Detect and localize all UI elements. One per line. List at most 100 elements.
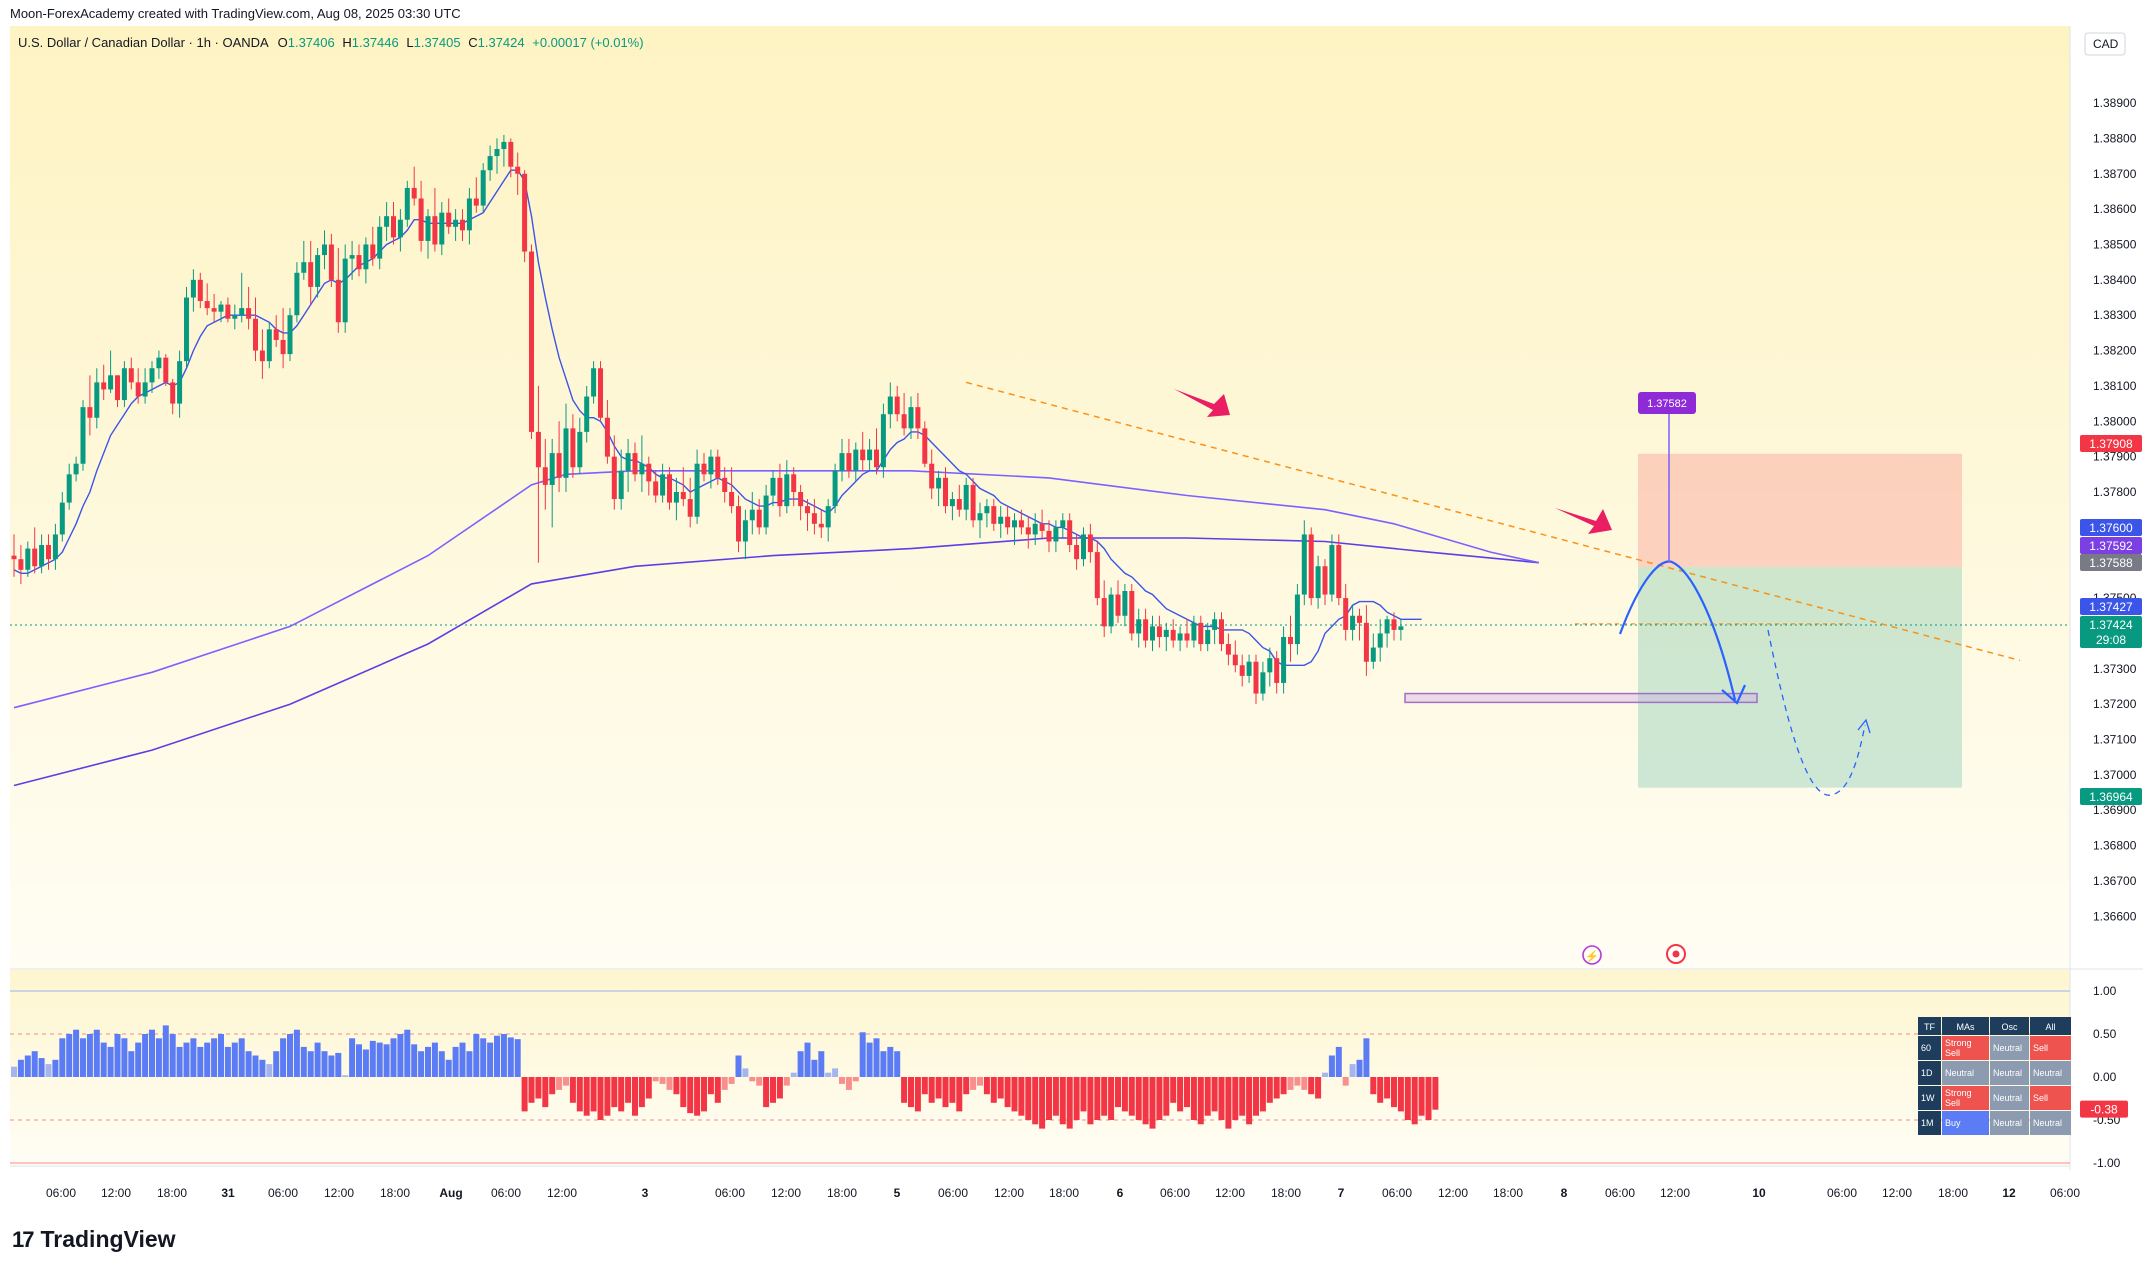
candle[interactable] [653,470,659,503]
candle[interactable] [197,272,203,309]
candle[interactable] [549,438,555,528]
candle[interactable] [1225,633,1231,666]
price-label-entry[interactable]: 1.37588 [2080,554,2142,571]
candle[interactable] [1074,534,1080,570]
candle[interactable] [1108,587,1114,634]
candle[interactable] [880,403,886,478]
candle[interactable] [1156,615,1162,648]
candle[interactable] [170,378,176,415]
candle[interactable] [142,368,148,404]
candle[interactable] [1081,527,1086,567]
candle[interactable] [225,297,231,323]
candle[interactable] [356,244,362,277]
candle[interactable] [742,509,748,560]
projection-dashed-curve[interactable] [1767,629,1866,796]
candle[interactable] [908,396,914,439]
candle[interactable] [121,361,127,408]
candle[interactable] [163,354,169,386]
candle[interactable] [563,403,569,492]
candle[interactable] [308,240,314,305]
candle[interactable] [701,453,707,482]
candle[interactable] [1343,583,1349,641]
ema-200-line[interactable] [13,537,1539,787]
candle[interactable] [39,534,45,574]
candle[interactable] [1018,509,1024,535]
candle[interactable] [453,209,459,241]
candle[interactable] [1198,615,1204,652]
candle[interactable] [1253,654,1259,705]
candle[interactable] [25,541,31,577]
candle[interactable] [11,534,17,577]
candle[interactable] [722,467,728,503]
currency-label[interactable]: CAD [2093,37,2119,51]
candle[interactable] [1170,619,1176,648]
candle[interactable] [1205,622,1211,652]
candle[interactable] [87,375,93,436]
candle[interactable] [1184,619,1190,648]
candle[interactable] [473,177,479,213]
candle[interactable] [949,492,955,521]
candle[interactable] [432,187,438,252]
candle[interactable] [384,202,390,241]
candle[interactable] [335,248,341,333]
candle[interactable] [1350,605,1356,641]
candle[interactable] [280,308,286,369]
candle[interactable] [404,180,410,227]
candle[interactable] [1301,520,1307,606]
candle[interactable] [73,456,79,482]
candle[interactable] [1357,608,1362,641]
candle[interactable] [784,460,790,514]
candle[interactable] [604,400,610,464]
symbol-legend[interactable]: U.S. Dollar / Canadian Dollar · 1h · OAN… [18,35,644,50]
candle[interactable] [929,449,935,500]
candle[interactable] [391,202,396,245]
candle[interactable] [1232,640,1238,673]
candle[interactable] [439,202,445,256]
candle[interactable] [943,467,948,514]
candle[interactable] [1315,555,1321,609]
candle[interactable] [1136,608,1142,648]
candle[interactable] [1239,654,1245,687]
candle[interactable] [253,297,258,362]
candle[interactable] [591,361,597,404]
candle[interactable] [874,428,879,475]
candle[interactable] [1363,605,1369,676]
candle[interactable] [1398,619,1404,641]
candle[interactable] [246,286,252,330]
projection-curve[interactable] [1618,560,1737,701]
candle[interactable] [273,315,279,348]
candle[interactable] [52,523,58,570]
currency-box[interactable] [2084,32,2126,56]
candle[interactable] [501,134,507,167]
candle[interactable] [887,382,893,429]
candle[interactable] [1067,513,1073,553]
candle[interactable] [915,392,921,439]
candle[interactable] [894,385,900,422]
candle[interactable] [115,375,120,408]
candle[interactable] [660,463,666,503]
candle[interactable] [1087,523,1093,563]
candle[interactable] [687,477,693,528]
osc-last-value-label[interactable]: -0.38 [2080,1100,2128,1118]
candle[interactable] [515,152,521,195]
stop-loss-zone[interactable] [1638,453,1962,567]
candle[interactable] [756,499,762,535]
candle[interactable] [80,400,86,471]
candle[interactable] [1212,612,1218,645]
candle[interactable] [1101,580,1107,637]
candle[interactable] [149,361,155,393]
candle[interactable] [190,269,196,312]
candle[interactable] [328,233,334,287]
candle[interactable] [818,509,824,538]
candle[interactable] [832,463,838,514]
candle[interactable] [1384,615,1390,648]
price-label-stop-loss[interactable]: 1.37908 [2080,435,2142,452]
candle[interactable] [1391,612,1397,641]
candle[interactable] [694,449,700,524]
candle[interactable] [184,286,189,369]
price-label-ma-slow[interactable]: 1.37592 [2080,537,2142,554]
candle[interactable] [1046,520,1052,553]
candle[interactable] [1005,506,1011,535]
candle[interactable] [1274,651,1280,694]
